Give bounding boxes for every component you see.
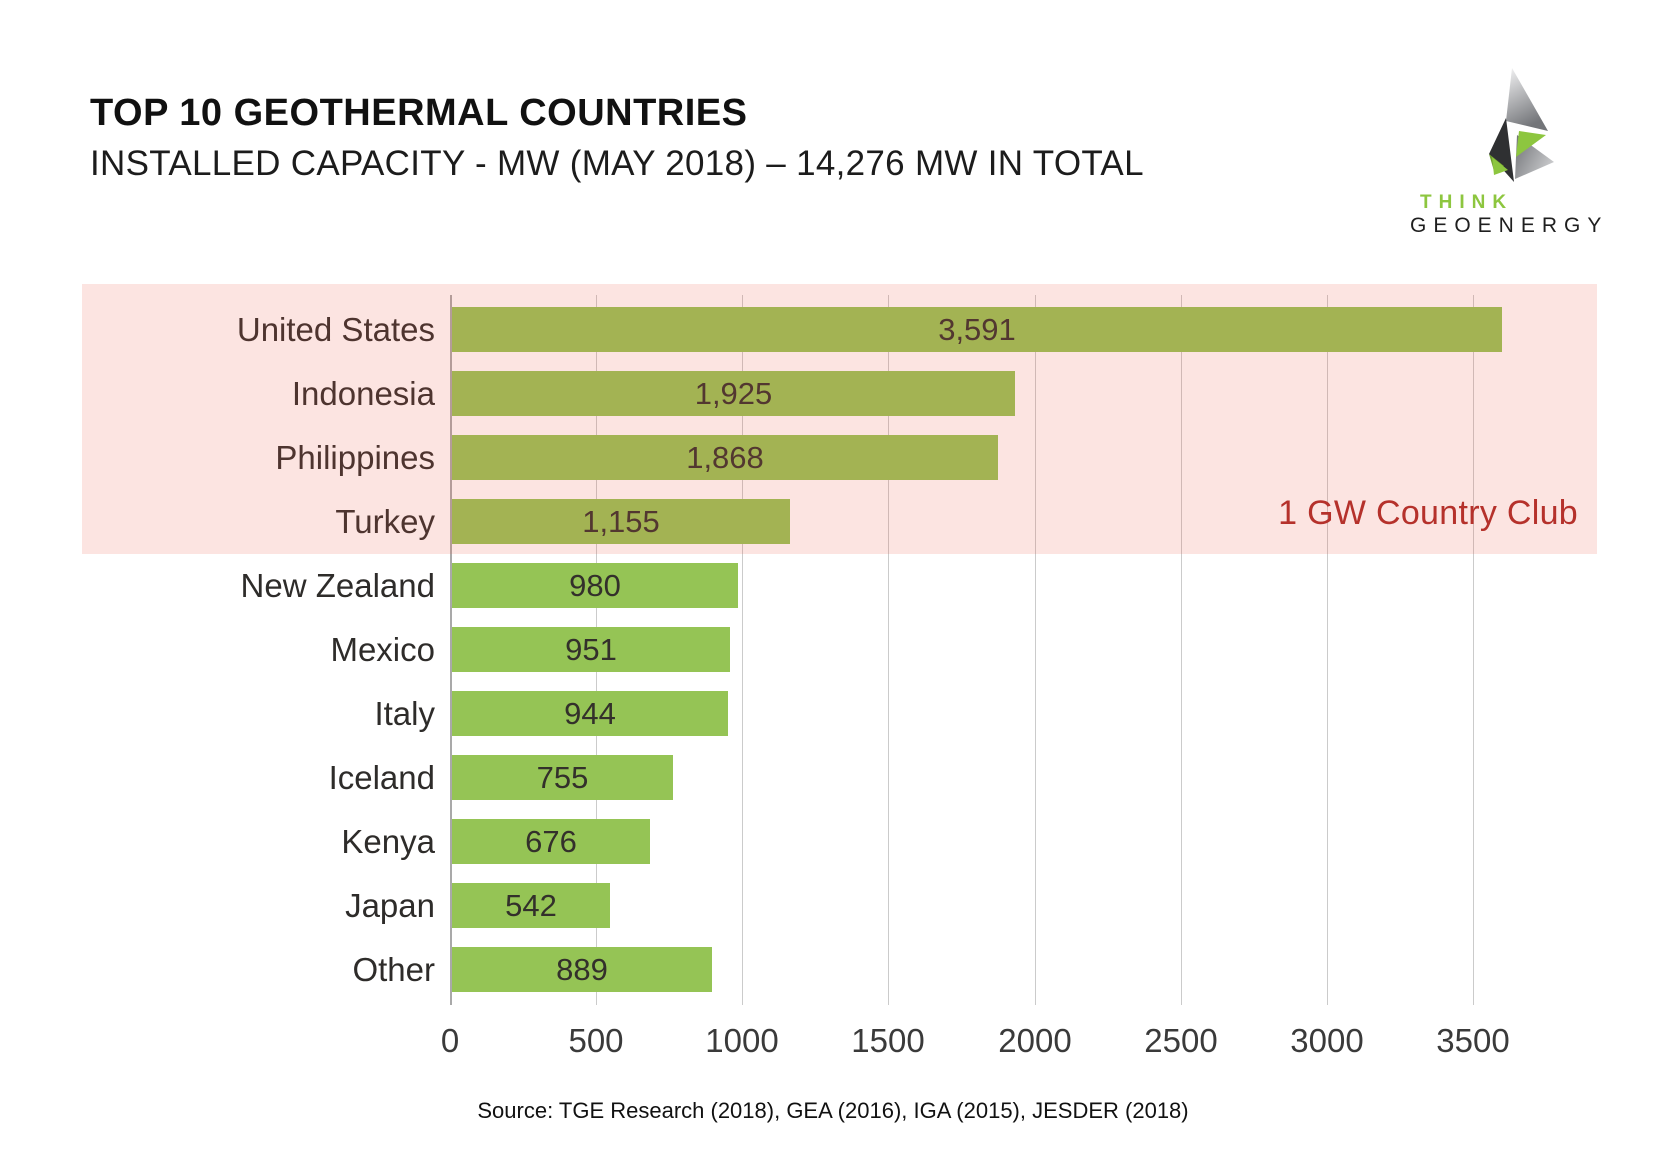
gridline-3500	[1473, 295, 1474, 1005]
category-label: Other	[352, 951, 435, 988]
bar-value-label: 980	[569, 567, 621, 603]
bar-value-label: 755	[536, 759, 589, 795]
bar-japan: 542	[452, 883, 610, 928]
x-tick-label: 500	[568, 1022, 624, 1059]
bar-value-label: 889	[556, 951, 608, 987]
gridline-3000	[1327, 295, 1328, 1005]
bar-italy: 944	[452, 691, 728, 736]
x-tick-label: 1000	[705, 1022, 779, 1059]
category-label: Turkey	[335, 503, 435, 540]
page-title: TOP 10 GEOTHERMAL COUNTRIES	[90, 92, 748, 134]
category-label: Philippines	[275, 439, 435, 476]
bar-new-zealand: 980	[452, 563, 738, 608]
x-tick-label: 2000	[998, 1022, 1072, 1059]
logo-text-think: THINK	[1420, 192, 1514, 213]
source-credit: Source: TGE Research (2018), GEA (2016),…	[477, 1098, 1189, 1123]
x-tick-label: 1500	[851, 1022, 925, 1059]
category-label: Mexico	[330, 631, 435, 668]
bar-value-label: 676	[525, 823, 577, 859]
gridline-2000	[1035, 295, 1036, 1005]
gridline-2500	[1181, 295, 1182, 1005]
bar-value-label: 1,155	[582, 503, 660, 539]
bar-value-label: 3,591	[938, 311, 1016, 347]
bar-mexico: 951	[452, 627, 730, 672]
thinkgeoenergy-logo-icon	[1489, 68, 1554, 182]
bar-value-label: 542	[505, 887, 557, 923]
category-label: Indonesia	[291, 375, 435, 412]
bar-value-label: 951	[565, 631, 617, 667]
x-tick-label: 3000	[1290, 1022, 1364, 1059]
x-tick-label: 2500	[1144, 1022, 1218, 1059]
category-label: United States	[236, 311, 435, 348]
x-tick-label: 0	[440, 1022, 460, 1059]
page-subtitle: INSTALLED CAPACITY - MW (MAY 2018) – 14,…	[90, 144, 1144, 183]
bar-value-label: 944	[564, 695, 616, 731]
gw-club-label: 1 GW Country Club	[1278, 494, 1578, 532]
bar-turkey: 1,155	[452, 499, 790, 544]
logo-text-geoenergy: GEOENERGY	[1410, 214, 1609, 237]
gridline-1000	[742, 295, 743, 1005]
category-label: Kenya	[341, 823, 435, 860]
category-label: Japan	[345, 887, 435, 924]
bar-other: 889	[452, 947, 712, 992]
bar-value-label: 1,925	[694, 375, 773, 411]
category-label: Iceland	[328, 759, 435, 796]
y-axis-line	[450, 295, 452, 1005]
bar-kenya: 676	[452, 819, 650, 864]
bar-iceland: 755	[452, 755, 673, 800]
bar-philippines: 1,868	[452, 435, 998, 480]
bar-united-states: 3,591	[452, 307, 1502, 352]
gridline-1500	[888, 295, 889, 1005]
x-tick-label: 3500	[1436, 1022, 1510, 1059]
bar-indonesia: 1,925	[452, 371, 1015, 416]
category-label: New Zealand	[240, 567, 435, 604]
category-label: Italy	[374, 695, 435, 732]
bar-value-label: 1,868	[686, 439, 764, 475]
